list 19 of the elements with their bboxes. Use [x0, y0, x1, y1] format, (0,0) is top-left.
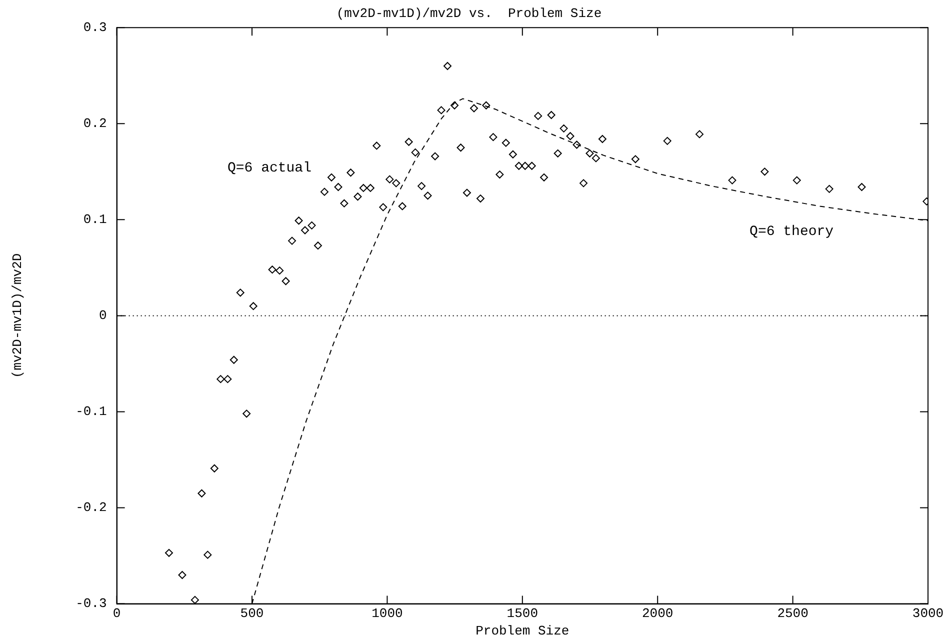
series-label: Q=6 actual: [227, 160, 312, 177]
y-tick-label: 0.1: [83, 212, 107, 228]
x-tick-label: 1000: [372, 606, 403, 622]
y-tick-label: 0: [98, 308, 107, 324]
chart-title: (mv2D-mv1D)/mv2D vs. Problem Size: [336, 6, 602, 22]
y-tick-label: 0.3: [83, 20, 107, 36]
x-tick-label: 3000: [912, 606, 944, 622]
y-tick-label: -0.3: [76, 596, 107, 612]
y-tick-label: 0.2: [83, 116, 107, 132]
x-tick-label: 0: [112, 606, 121, 622]
x-tick-label: 500: [240, 606, 264, 622]
y-tick-label: -0.2: [76, 500, 107, 516]
y-axis-title: (mv2D-mv1D)/mv2D: [10, 253, 26, 378]
x-tick-label: 2500: [777, 606, 808, 622]
x-tick-label: 2000: [642, 606, 674, 622]
y-tick-label: -0.1: [76, 404, 107, 420]
x-axis-title: Problem Size: [476, 624, 570, 639]
series-label: Q=6 theory: [750, 224, 834, 240]
x-tick-label: 1500: [506, 606, 538, 622]
